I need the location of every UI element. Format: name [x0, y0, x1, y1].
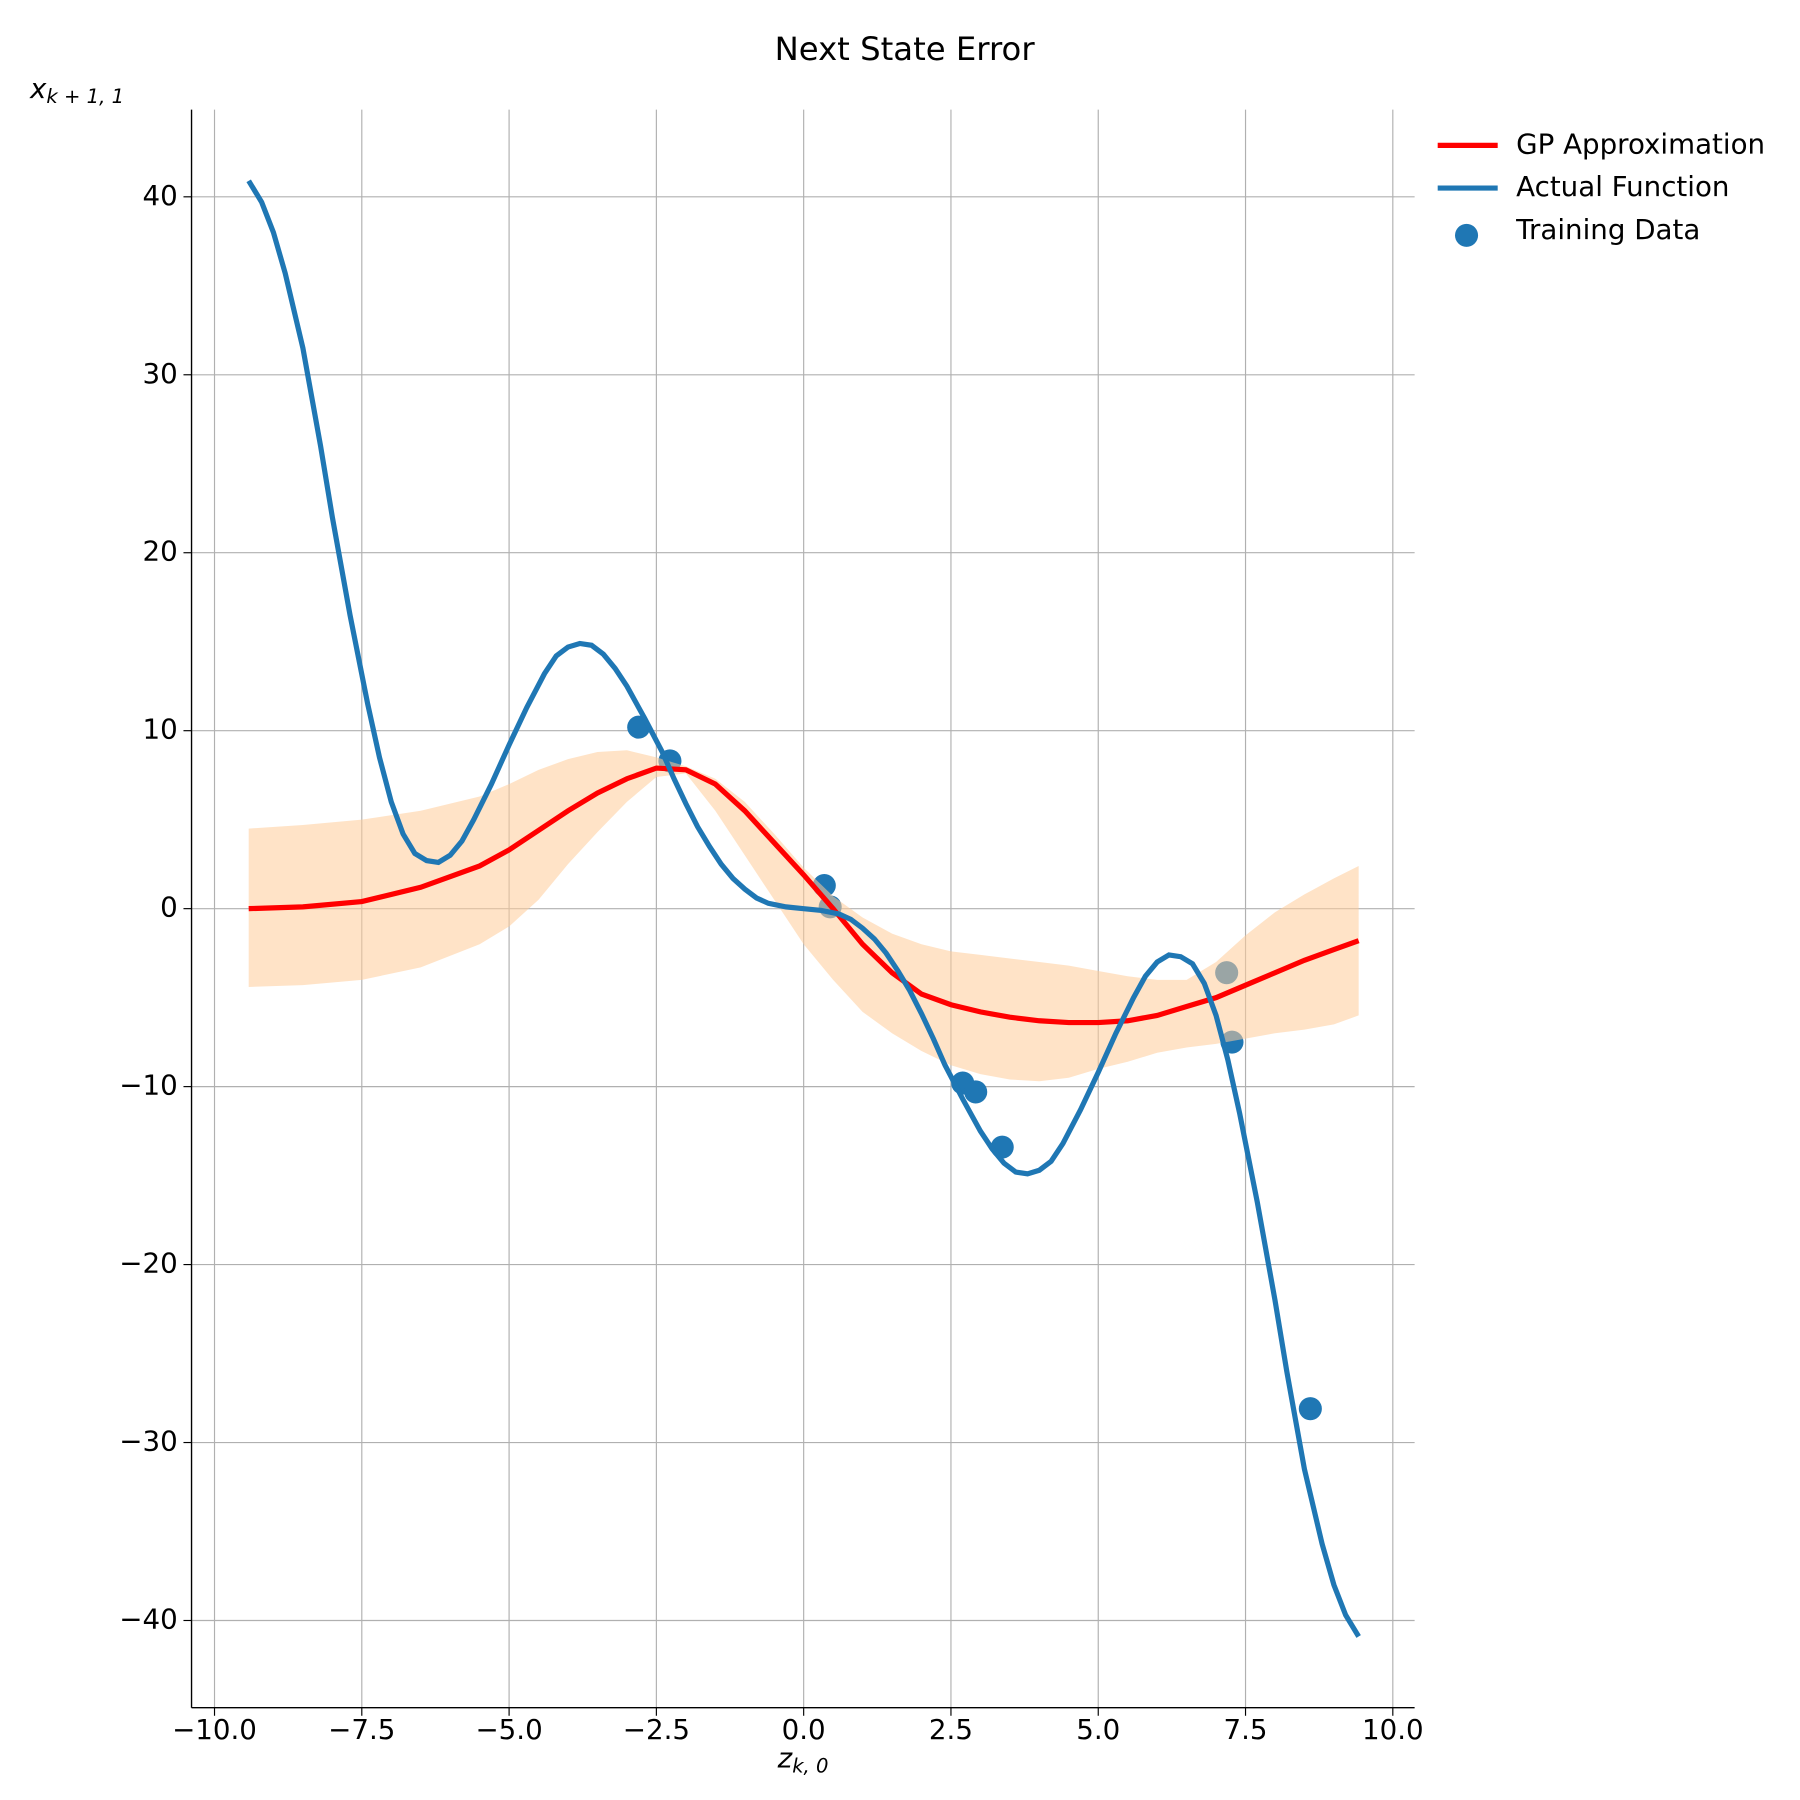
y-tick-label: 30	[142, 357, 177, 390]
ylabel-base: x	[29, 72, 47, 105]
y-tick-label: −30	[119, 1425, 177, 1458]
xlabel-base: z	[777, 1742, 794, 1775]
legend-label: Training Data	[1515, 213, 1700, 246]
x-tick-label: 5.0	[1076, 1713, 1120, 1746]
series-line	[248, 765, 1360, 1026]
chart-title: Next State Error	[775, 30, 1036, 68]
x-tick-label: −7.5	[328, 1713, 395, 1746]
x-tick-label: −5.0	[475, 1713, 542, 1746]
x-tick-label: 7.5	[1224, 1713, 1268, 1746]
xlabel: zk, 0	[777, 1742, 829, 1777]
ylabel: xk + 1, 1	[29, 72, 124, 107]
x-tick-label: 10.0	[1362, 1713, 1424, 1746]
x-tick-label: 2.5	[929, 1713, 973, 1746]
xlabel-sub: k, 0	[792, 1754, 828, 1777]
y-tick-label: 40	[142, 179, 177, 212]
legend-label: Actual Function	[1516, 170, 1729, 203]
x-tick-label: −10.0	[172, 1713, 257, 1746]
y-tick-label: 10	[142, 713, 177, 746]
y-tick-label: −10	[119, 1069, 177, 1102]
confidence-band	[248, 750, 1359, 1082]
training-point	[1298, 1397, 1322, 1421]
x-tick-label: 0.0	[782, 1713, 826, 1746]
legend-marker	[1455, 223, 1479, 247]
y-tick-label: 0	[160, 891, 178, 924]
y-tick-label: 20	[142, 535, 177, 568]
y-tick-label: −20	[119, 1247, 177, 1280]
y-tick-label: −40	[119, 1602, 177, 1635]
training-point	[964, 1080, 988, 1104]
x-tick-label: −2.5	[623, 1713, 690, 1746]
legend-label: GP Approximation	[1516, 127, 1765, 160]
series-line	[246, 179, 1361, 1638]
ylabel-sub: k + 1, 1	[46, 84, 124, 107]
